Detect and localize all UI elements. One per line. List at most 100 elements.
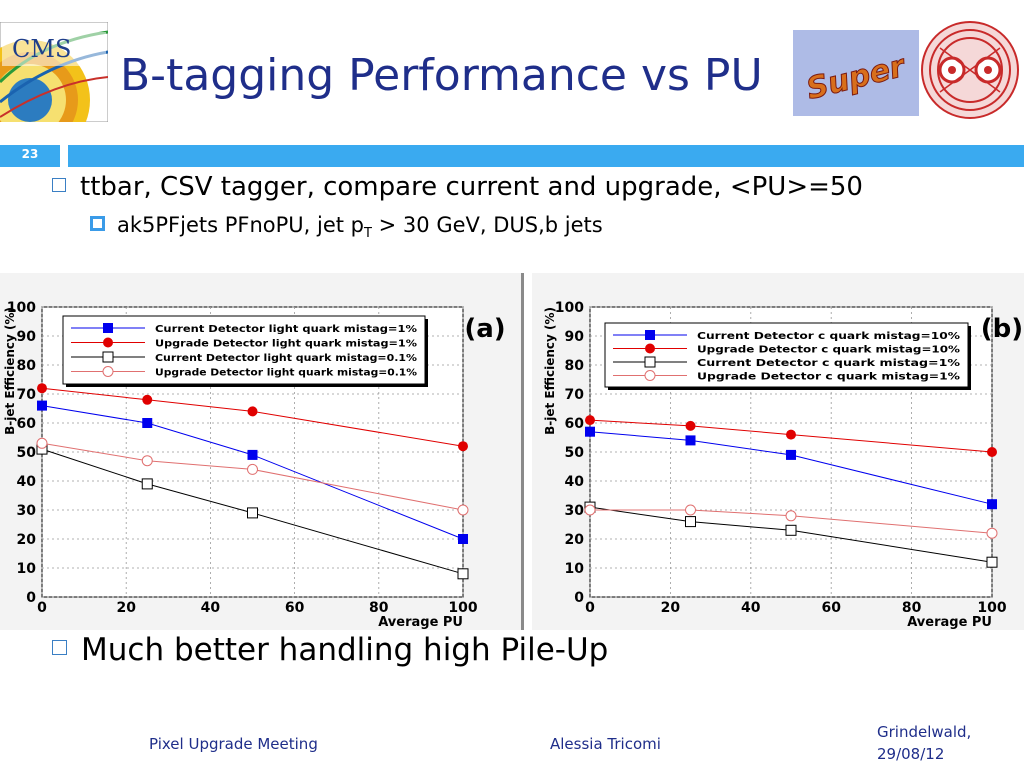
series-line [41,448,464,575]
legend-box [62,315,426,385]
data-point [786,429,796,440]
slide-number: 23 [21,147,39,161]
y-axis-title: B-jet Efficiency (%) [543,307,557,435]
y-tick-label: 30 [565,503,585,519]
bullet-main-2: Much better handling high Pile-Up [52,632,608,668]
data-point [457,504,469,516]
x-tick-label: 0 [585,600,595,616]
data-point [585,426,595,437]
x-axis-title: Average PU [907,615,992,630]
y-tick-label: 50 [565,445,585,461]
data-point [247,449,258,460]
x-tick-label: 100 [977,600,1006,616]
data-point [685,504,696,516]
series-line [589,431,993,505]
data-point [987,499,997,510]
x-tick-label: 60 [285,600,305,616]
bullet-sub-1-pre: ak5PFjets PFnoPU, jet p [117,213,365,237]
bullet-sub-marker-icon [90,215,105,231]
y-tick-label: 40 [565,474,585,490]
legend-label: Current Detector c quark mistag=10% [697,331,960,342]
data-point [785,524,797,536]
x-tick-label: 40 [741,600,761,616]
legend-box [604,322,969,388]
data-point [458,441,468,452]
data-point [685,420,696,431]
legend-label: Current Detector light quark mistag=0.1% [155,353,417,364]
panel-label: (b) [981,314,1023,344]
header-accent-bar [68,145,1024,167]
y-tick-label: 70 [565,387,585,403]
series-line [590,509,993,534]
series-line [41,405,464,540]
legend-label: Upgrade Detector c quark mistag=1% [697,372,960,383]
legend-label: Upgrade Detector light quark mistag=0.1% [155,368,417,379]
y-tick-label: 30 [17,503,37,519]
data-point [142,394,153,405]
data-point [37,400,47,411]
data-point [685,435,696,446]
y-tick-label: 80 [17,358,37,374]
data-point [785,510,797,522]
data-point [36,437,48,449]
x-tick-label: 80 [902,600,922,616]
data-point [986,556,998,568]
series-line [41,442,464,511]
footer-author: Alessia Tricomi [550,735,661,753]
slide-number-box [0,145,60,167]
bullet-marker-icon [52,640,67,655]
x-tick-label: 80 [369,600,389,616]
bullet-sub-1-post: > 30 GeV, DUS,b jets [371,213,603,237]
chart-panel-b: 0 10 20 30 40 50 60 70 80 90 100 0 20 40 60 80 100 Averag… [532,273,1024,630]
legend-label: Upgrade Detector light quark mistag=1% [155,339,417,350]
data-point [585,415,595,426]
legend-marker [644,356,656,368]
panel-label: (a) [464,314,505,344]
y-tick-label: 10 [565,561,585,577]
y-axis-title: B-jet Efficiency (%) [3,307,17,435]
legend-marker [102,351,114,363]
footer-meeting: Pixel Upgrade Meeting [149,735,318,753]
y-tick-label: 100 [555,300,584,316]
cms-logo: CMS [0,22,108,122]
y-tick-label: 60 [565,416,585,432]
bullet-marker-icon [52,177,66,192]
series-line [589,506,993,563]
legend-marker [645,343,655,354]
y-tick-label: 70 [17,387,37,403]
bullet-sub-1: ak5PFjets PFnoPU, jet pT > 30 GeV, DUS,b… [90,213,603,241]
bullet-sub-1-subscript: T [364,226,372,242]
x-tick-label: 20 [661,600,681,616]
x-tick-label: 40 [201,600,221,616]
bullet-main-1: ttbar, CSV tagger, compare current and u… [52,172,863,202]
x-tick-label: 100 [448,600,477,616]
data-point [458,534,468,544]
y-tick-label: 50 [17,445,37,461]
legend-marker [644,370,656,381]
legend-label: Upgrade Detector c quark mistag=10% [697,345,960,356]
series-line [589,419,993,453]
x-tick-label: 0 [37,600,47,616]
y-tick-label: 80 [565,358,585,374]
y-tick-label: 100 [7,300,36,316]
legend-label: Current Detector c quark mistag=1% [697,358,960,369]
cms-logo-text: CMS [12,35,71,63]
data-point [786,449,796,460]
data-point [141,478,153,490]
data-point [37,383,47,394]
data-point [247,406,258,417]
footer-place: Grindelwald, [877,723,972,741]
footer-date: 29/08/12 [877,745,945,763]
y-tick-label: 20 [17,532,37,548]
x-axis-title: Average PU [378,615,463,630]
footer-place-date: Grindelwald, 29/08/12 [877,721,971,765]
x-tick-label: 60 [821,600,841,616]
data-point [986,527,998,539]
legend-marker [103,337,113,348]
data-point [457,568,469,580]
legend-marker [103,323,113,333]
super-lhc-logo: Super [793,30,919,116]
data-point [987,447,997,457]
series-line [41,387,464,447]
